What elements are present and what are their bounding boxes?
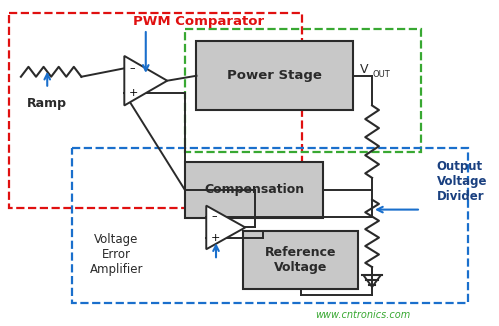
Text: Power Stage: Power Stage [227, 69, 322, 82]
Text: –: – [129, 63, 135, 73]
Bar [185, 29, 421, 152]
Polygon shape [124, 56, 167, 106]
Bar [72, 148, 468, 303]
Text: V: V [360, 63, 369, 76]
Text: Ramp: Ramp [27, 97, 67, 110]
Text: Reference
Voltage: Reference Voltage [265, 246, 337, 274]
Text: Voltage
Error
Amplifier: Voltage Error Amplifier [90, 233, 143, 276]
Text: OUT: OUT [372, 70, 390, 79]
Bar [244, 231, 358, 289]
Bar [185, 162, 323, 217]
Text: –: – [211, 212, 217, 222]
Bar [197, 41, 353, 111]
Text: Output
Voltage
Divider: Output Voltage Divider [437, 160, 487, 203]
Text: Compensation: Compensation [204, 183, 304, 196]
Text: +: + [129, 88, 139, 98]
Text: +: + [211, 233, 221, 243]
Text: www.cntronics.com: www.cntronics.com [315, 310, 410, 320]
Bar [9, 13, 302, 208]
Text: PWM Comparator: PWM Comparator [133, 15, 264, 28]
Polygon shape [206, 206, 246, 249]
